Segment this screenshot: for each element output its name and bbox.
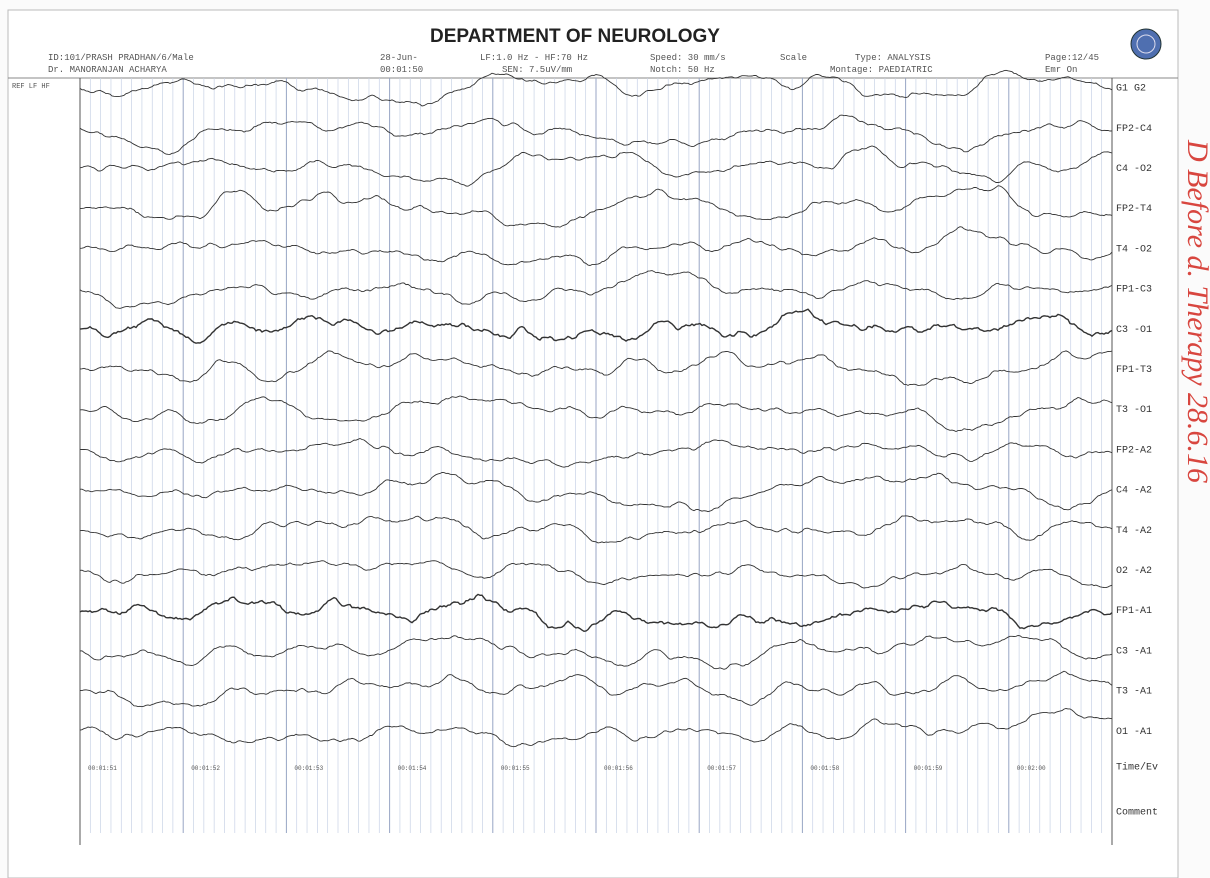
sheet-border	[7, 9, 1179, 878]
time-mark: 00:02:00	[1017, 765, 1046, 772]
time-mark: 00:01:55	[501, 765, 530, 772]
time-mark: 00:01:51	[88, 765, 117, 772]
eeg-trace	[79, 515, 1113, 544]
footer-row-label: Time/Ev	[1116, 762, 1158, 774]
eeg-trace	[79, 560, 1113, 589]
time-mark: 00:01:56	[604, 765, 633, 772]
type: Type: ANALYSIS	[855, 53, 931, 63]
doctor: Dr. MANORANJAN ACHARYA	[48, 65, 167, 75]
grid	[8, 77, 1178, 845]
time-mark: 00:01:59	[914, 765, 943, 772]
eeg-trace	[79, 114, 1113, 155]
eeg-trace	[79, 69, 1113, 107]
logo	[1130, 28, 1162, 60]
time-mark: 00:01:58	[810, 765, 839, 772]
channel-label: FP1-C3	[1116, 285, 1152, 296]
channel-label: FP1-A1	[1116, 606, 1152, 617]
sensitivity: SEN: 7.5uV/mm	[502, 65, 572, 75]
date: 28-Jun-	[380, 53, 418, 63]
channel-label: C3 -A1	[1116, 646, 1152, 657]
channel-label: O2 -A2	[1116, 566, 1152, 577]
footer-row-label: Comment	[1116, 808, 1158, 819]
channel-label: C3 -O1	[1116, 325, 1152, 336]
columns: REF LF HF	[12, 83, 50, 91]
channel-label: FP2-T4	[1116, 204, 1152, 215]
channel-label: FP1-T3	[1116, 365, 1152, 376]
notch: Notch: 50 Hz	[650, 65, 715, 75]
eeg-trace	[79, 670, 1113, 708]
eeg-trace	[79, 395, 1113, 432]
time-mark: 00:01:54	[398, 765, 427, 772]
speed: Speed: 30 mm/s	[650, 53, 726, 63]
waveforms	[79, 69, 1113, 748]
emr: Emr On	[1045, 65, 1077, 75]
time-mark: 00:01:57	[707, 765, 736, 772]
channel-label: T4 -A2	[1116, 526, 1152, 537]
channel-label: C4 -O2	[1116, 164, 1152, 175]
patient: ID:101/PRASH PRADHAN/6/Male	[48, 53, 194, 63]
title: DEPARTMENT OF NEUROLOGY	[430, 26, 720, 47]
handwritten-note: D Before d. Therapy 28.6.16	[1181, 139, 1210, 483]
scale: Scale	[780, 53, 807, 63]
eeg-trace	[79, 350, 1113, 386]
eeg-trace	[79, 593, 1113, 633]
channel-label: FP2-A2	[1116, 445, 1152, 456]
eeg-trace	[79, 185, 1113, 228]
time-mark: 00:01:52	[191, 765, 220, 772]
page-number: Page:12/45	[1045, 53, 1099, 63]
channel-label: T3 -O1	[1116, 405, 1152, 416]
eeg-trace	[79, 145, 1113, 187]
channel-label: G1 G2	[1116, 84, 1146, 95]
eeg-trace	[79, 270, 1113, 309]
eeg-trace	[79, 438, 1113, 468]
time: 00:01:50	[380, 65, 423, 75]
eeg-trace	[79, 708, 1113, 748]
eeg-trace	[79, 226, 1113, 266]
time-mark: 00:01:53	[294, 765, 323, 772]
logo-ring	[1136, 34, 1156, 54]
channel-label: T4 -O2	[1116, 244, 1152, 255]
channel-label: FP2-C4	[1116, 124, 1152, 135]
eeg-trace	[80, 472, 1113, 513]
channel-label: C4 -A2	[1116, 486, 1152, 497]
eeg-trace	[79, 308, 1113, 344]
channel-label: O1 -A1	[1116, 727, 1152, 738]
montage: Montage: PAEDIATRIC	[830, 65, 933, 75]
channel-label: T3 -A1	[1116, 687, 1152, 698]
eeg-trace	[79, 635, 1113, 670]
filter: LF:1.0 Hz - HF:70 Hz	[480, 53, 588, 63]
